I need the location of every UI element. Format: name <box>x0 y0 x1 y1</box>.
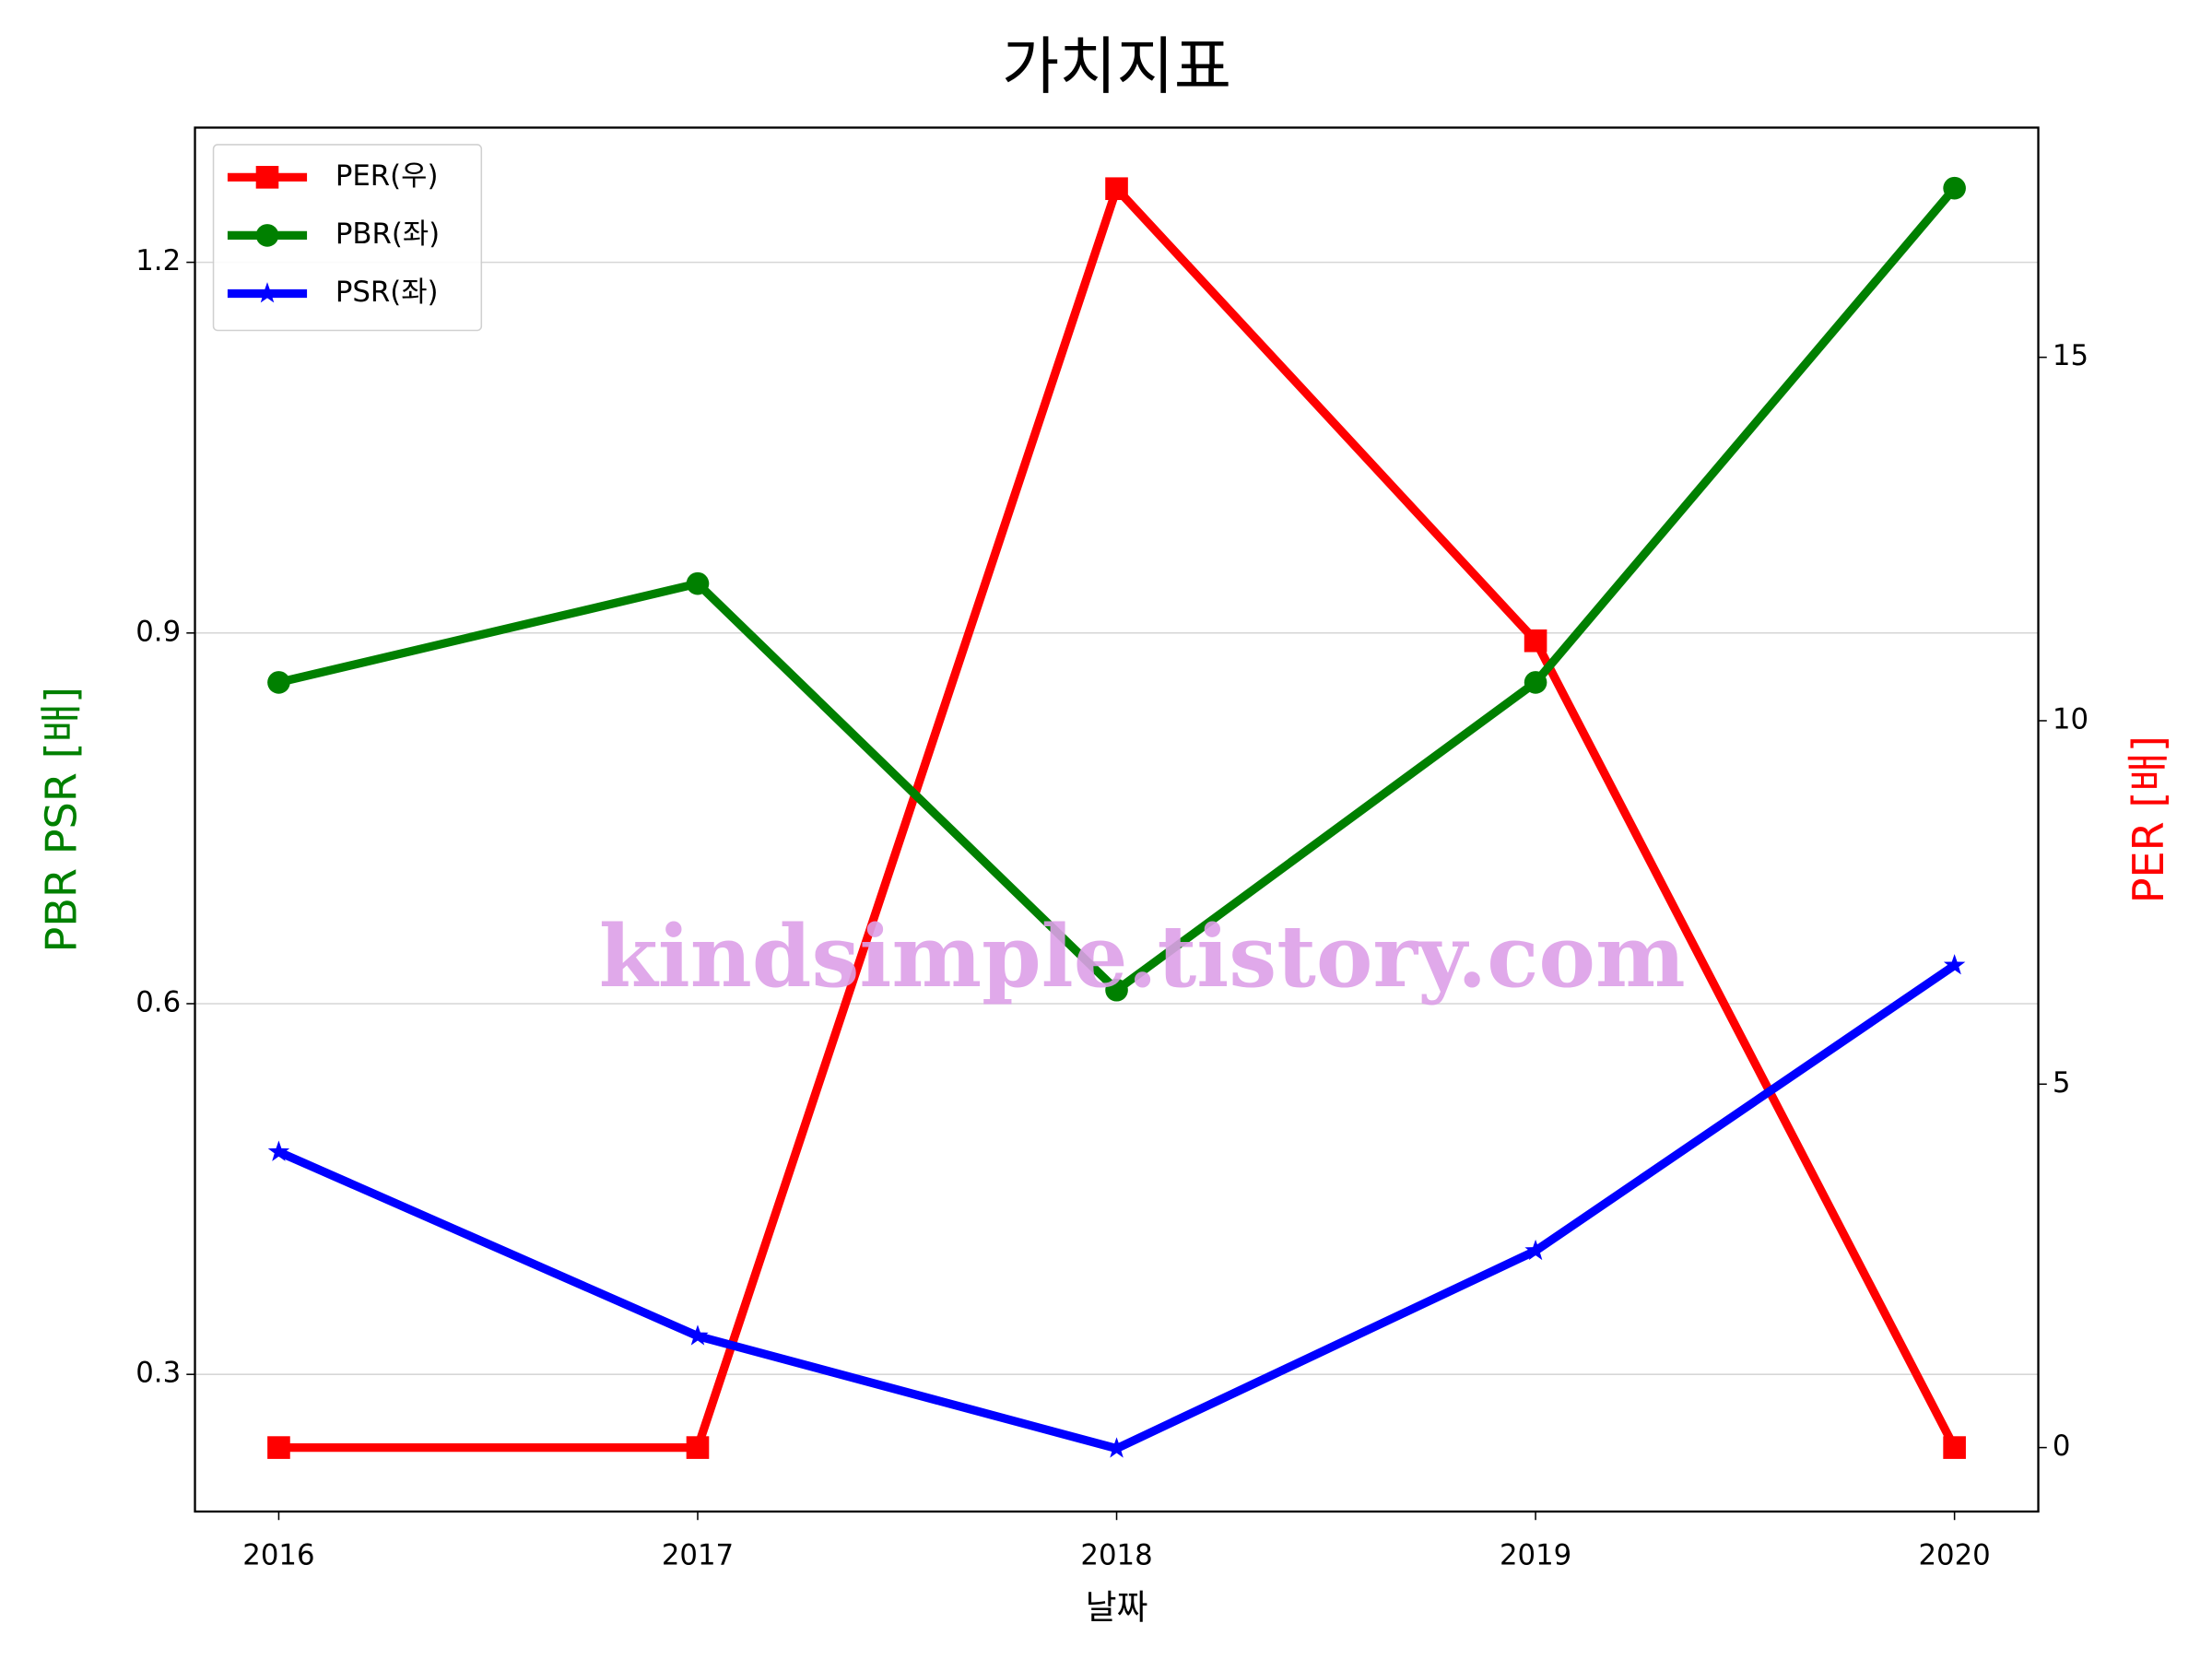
marker <box>267 1436 290 1459</box>
marker <box>686 571 710 595</box>
y2-tick-label: 15 <box>2053 339 2088 372</box>
legend-marker <box>255 166 279 189</box>
x-tick-label: 2018 <box>1080 1539 1152 1572</box>
x-tick-label: 2020 <box>1918 1539 1990 1572</box>
y-tick-label: 0.6 <box>135 985 181 1018</box>
marker <box>1524 671 1547 694</box>
legend-label: PSR(좌) <box>335 276 439 309</box>
y-tick-label: 0.3 <box>135 1357 181 1390</box>
marker <box>1105 978 1128 1002</box>
legend-marker <box>256 282 278 303</box>
y2-tick-label: 10 <box>2053 702 2088 735</box>
x-tick-label: 2017 <box>662 1539 734 1572</box>
marker <box>1105 1437 1128 1458</box>
y2-axis-label: PER [배] <box>2124 735 2173 903</box>
y-axis-label: PBR PSR [배] <box>37 687 87 953</box>
marker <box>687 1324 709 1346</box>
series-line <box>277 185 1959 996</box>
x-tick-label: 2019 <box>1500 1539 1571 1572</box>
marker <box>1943 176 1966 200</box>
chart-title: 가치지표 <box>1002 29 1231 102</box>
series-line <box>276 961 1958 1453</box>
plot-frame <box>194 126 2040 1513</box>
y2-tick-label: 0 <box>2053 1430 2071 1463</box>
y-tick-label: 0.9 <box>135 615 181 648</box>
legend: PER(우) PBR(좌) PSR(좌) <box>212 144 483 332</box>
marker <box>267 1140 290 1161</box>
legend-marker <box>255 224 279 247</box>
marker <box>1105 177 1128 201</box>
x-tick-label: 2016 <box>242 1539 314 1572</box>
legend-label: PER(우) <box>335 159 439 193</box>
marker <box>686 1436 710 1459</box>
marker <box>1943 1436 1966 1459</box>
marker <box>267 671 290 694</box>
x-axis-label: 날짜 <box>1086 1588 1148 1628</box>
marker <box>1524 1239 1547 1261</box>
y2-tick-label: 5 <box>2053 1066 2071 1100</box>
legend-label: PBR(좌) <box>335 218 440 251</box>
y-tick-label: 1.2 <box>135 244 181 277</box>
marker <box>1943 954 1966 975</box>
legend-frame <box>212 144 483 332</box>
watermark: kindsimple.tistory.com <box>599 906 1686 1006</box>
marker <box>1524 629 1547 653</box>
